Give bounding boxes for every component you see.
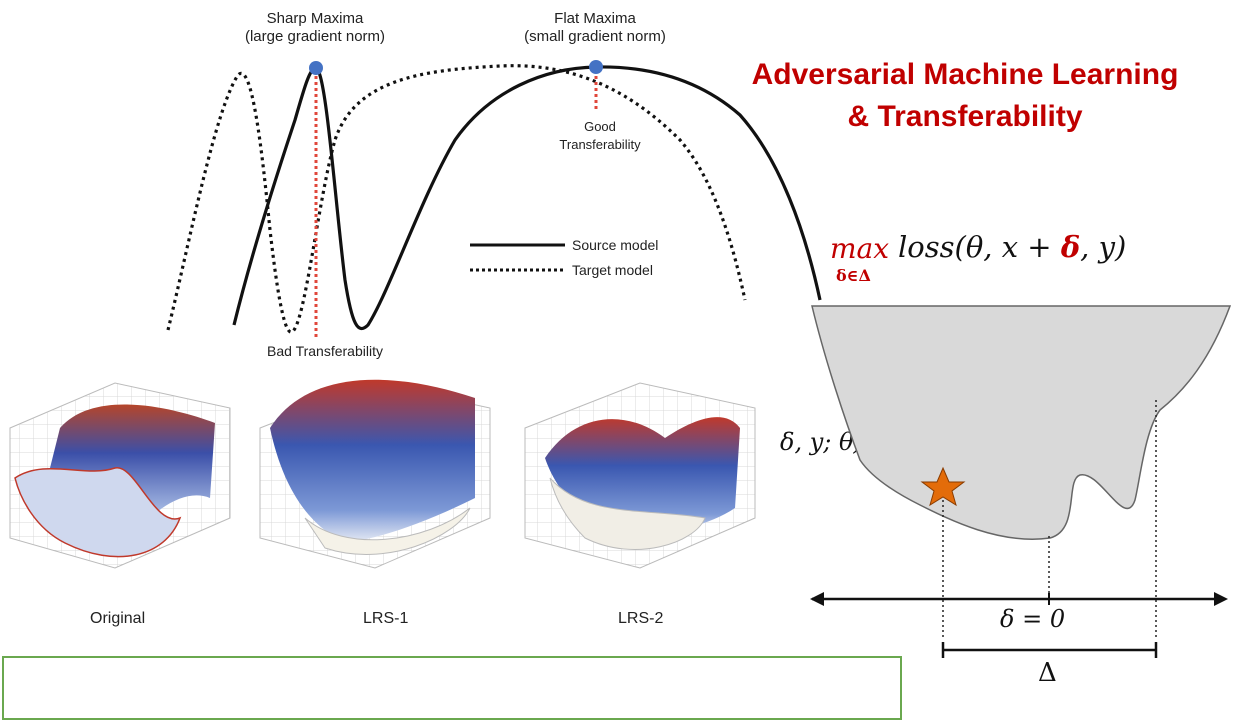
surface-plots xyxy=(9,379,756,569)
landscape-diagram xyxy=(166,60,822,340)
flat-maxima-point xyxy=(589,60,603,74)
bad-transferability-label: Bad Transferability xyxy=(267,343,383,359)
max-loss-formula: max δ∈Δ loss(θ, x + δ, y) xyxy=(830,230,1127,285)
good-transferability-label: Good Transferability xyxy=(559,119,641,152)
surface-lrs-1 xyxy=(259,379,491,569)
sharp-maxima-point xyxy=(309,61,323,75)
surface-lrs-2-label: LRS-2 xyxy=(618,610,664,627)
flat-maxima-label: Flat Maxima (small gradient norm) xyxy=(524,10,666,45)
page-title: Adversarial Machine Learning & Transfera… xyxy=(751,58,1179,133)
sharp-maxima-label: Sharp Maxima (large gradient norm) xyxy=(244,10,386,45)
target-model-curve xyxy=(166,64,747,334)
surface-original-label: Original xyxy=(90,610,146,627)
surface-lrs-2 xyxy=(524,382,756,569)
loss-region xyxy=(811,305,1232,540)
surface-lrs-1-label: LRS-1 xyxy=(363,610,409,627)
partial-formula: δ, y; θ) xyxy=(780,428,863,456)
highlight-box xyxy=(2,656,902,720)
legend-source-label: Source model xyxy=(572,237,659,253)
loss-plot xyxy=(810,305,1232,658)
star-icon xyxy=(920,466,966,507)
delta-zero-label: δ = 0 xyxy=(1000,605,1066,633)
surface-original xyxy=(9,382,231,569)
source-model-curve xyxy=(232,65,822,331)
legend-target-label: Target model xyxy=(572,262,653,278)
Delta-label: Δ xyxy=(1038,658,1057,688)
